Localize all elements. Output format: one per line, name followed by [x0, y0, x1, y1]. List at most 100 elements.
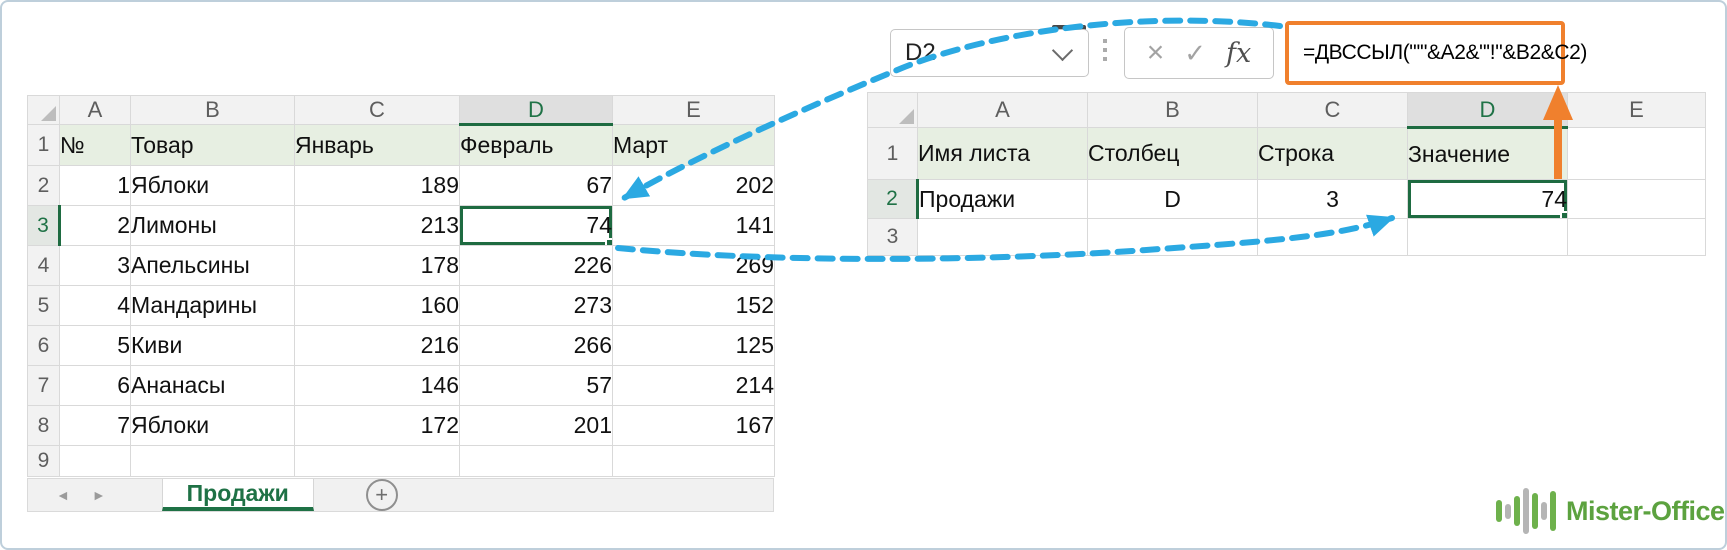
cell-A2[interactable]: Продажи	[917, 179, 1088, 219]
cell-D2[interactable]: 67	[459, 165, 613, 206]
cell-E2[interactable]: 202	[612, 165, 775, 206]
cell-A4[interactable]: 3	[59, 245, 131, 286]
cell-C2[interactable]: 3	[1257, 179, 1408, 219]
cell-D8[interactable]: 201	[459, 405, 613, 446]
cell-E3[interactable]: 141	[612, 205, 775, 246]
cell-A6[interactable]: 5	[59, 325, 131, 366]
cell-E7[interactable]: 214	[612, 365, 775, 406]
cell-A9[interactable]	[59, 445, 131, 477]
cell-D2[interactable]: 74	[1407, 179, 1568, 219]
column-header-E[interactable]: E	[1567, 92, 1706, 128]
mister-office-logo: Mister-Office	[1496, 482, 1725, 540]
cell-B2[interactable]: D	[1087, 179, 1258, 219]
sheet-tab-active[interactable]: Продажи	[161, 479, 314, 511]
row-header-4[interactable]: 4	[27, 245, 60, 286]
header-cell-D1[interactable]: Значение	[1407, 127, 1568, 180]
cell-B4[interactable]: Апельсины	[130, 245, 295, 286]
cell-B3[interactable]	[1087, 218, 1258, 256]
chevron-down-icon[interactable]	[1051, 39, 1074, 61]
header-cell-D1[interactable]: Февраль	[459, 124, 613, 166]
formula-buttons-group: × ✓ fx	[1124, 27, 1274, 79]
cell-D3[interactable]	[1407, 218, 1568, 256]
cell-A2[interactable]: 1	[59, 165, 131, 206]
cell-B3[interactable]: Лимоны	[130, 205, 295, 246]
column-header-B[interactable]: B	[1087, 92, 1258, 128]
column-header-B[interactable]: B	[130, 95, 295, 125]
cell-C3[interactable]: 213	[294, 205, 460, 246]
next-sheet-icon[interactable]: ►	[91, 487, 106, 503]
column-header-C[interactable]: C	[294, 95, 460, 125]
column-header-D[interactable]: D	[1407, 92, 1568, 129]
row-header-2[interactable]: 2	[27, 165, 60, 206]
name-box[interactable]: D2	[890, 29, 1089, 77]
cell-C8[interactable]: 172	[294, 405, 460, 446]
row-header-2[interactable]: 2	[867, 179, 919, 219]
logo-text: Mister-Office	[1566, 495, 1725, 526]
cell-D6[interactable]: 266	[459, 325, 613, 366]
cell-D4[interactable]: 226	[459, 245, 613, 286]
row-header-3[interactable]: 3	[27, 205, 61, 246]
row-header-5[interactable]: 5	[27, 285, 60, 326]
insert-function-icon[interactable]: fx	[1226, 37, 1252, 69]
formula-bar-grip[interactable]	[1103, 39, 1107, 61]
cell-D9[interactable]	[459, 445, 613, 477]
cell-D7[interactable]: 57	[459, 365, 613, 406]
cell-C6[interactable]: 216	[294, 325, 460, 366]
header-cell-C1[interactable]: Строка	[1257, 127, 1408, 180]
cell-A5[interactable]: 4	[59, 285, 131, 326]
cell-E1[interactable]	[1567, 127, 1706, 180]
row-header-7[interactable]: 7	[27, 365, 60, 406]
cell-E4[interactable]: 269	[612, 245, 775, 286]
header-cell-B1[interactable]: Товар	[130, 124, 295, 166]
row-header-8[interactable]: 8	[27, 405, 60, 446]
header-cell-C1[interactable]: Январь	[294, 124, 460, 166]
cell-E8[interactable]: 167	[612, 405, 775, 446]
cell-B7[interactable]: Ананасы	[130, 365, 295, 406]
select-all-triangle	[41, 106, 56, 121]
header-cell-B1[interactable]: Столбец	[1087, 127, 1258, 180]
cancel-icon[interactable]: ×	[1146, 36, 1165, 69]
formula-bar-input[interactable]: =ДВССЫЛ("'"&A2&"'!"&B2&C2)	[1285, 21, 1587, 85]
select-all-corner[interactable]	[27, 95, 60, 125]
cell-E3[interactable]	[1567, 218, 1706, 256]
cell-D5[interactable]: 273	[459, 285, 613, 326]
cell-E9[interactable]	[612, 445, 775, 477]
column-header-C[interactable]: C	[1257, 92, 1408, 128]
add-sheet-button[interactable]: +	[365, 479, 398, 511]
column-header-D[interactable]: D	[459, 95, 613, 126]
cell-A3[interactable]: 2	[59, 205, 131, 246]
header-cell-A1[interactable]: Имя листа	[917, 127, 1088, 180]
cell-B6[interactable]: Киви	[130, 325, 295, 366]
cell-B2[interactable]: Яблоки	[130, 165, 295, 206]
cell-B5[interactable]: Мандарины	[130, 285, 295, 326]
row-header-3[interactable]: 3	[867, 218, 918, 256]
row-header-1[interactable]: 1	[27, 124, 60, 166]
column-header-A[interactable]: A	[59, 95, 131, 125]
cell-B9[interactable]	[130, 445, 295, 477]
cell-B8[interactable]: Яблоки	[130, 405, 295, 446]
cell-C9[interactable]	[294, 445, 460, 477]
enter-icon[interactable]: ✓	[1184, 38, 1207, 68]
row-header-9[interactable]: 9	[27, 445, 60, 477]
cell-D3[interactable]: 74	[459, 205, 613, 246]
header-cell-E1[interactable]: Март	[612, 124, 775, 166]
cell-A7[interactable]: 6	[59, 365, 131, 406]
cell-E6[interactable]: 125	[612, 325, 775, 366]
cell-C4[interactable]: 178	[294, 245, 460, 286]
cell-C2[interactable]: 189	[294, 165, 460, 206]
cell-E2[interactable]	[1567, 179, 1706, 219]
header-cell-A1[interactable]: №	[59, 124, 131, 166]
row-header-6[interactable]: 6	[27, 325, 60, 366]
cell-A8[interactable]: 7	[59, 405, 131, 446]
row-header-1[interactable]: 1	[867, 127, 918, 180]
prev-sheet-icon[interactable]: ◄	[56, 487, 70, 503]
cell-C3[interactable]	[1257, 218, 1408, 256]
cell-A3[interactable]	[917, 218, 1088, 256]
cell-C5[interactable]: 160	[294, 285, 460, 326]
cell-C7[interactable]: 146	[294, 365, 460, 406]
column-header-A[interactable]: A	[917, 92, 1088, 128]
column-header-E[interactable]: E	[612, 95, 775, 125]
cell-E5[interactable]: 152	[612, 285, 775, 326]
select-all-corner[interactable]	[867, 92, 918, 128]
